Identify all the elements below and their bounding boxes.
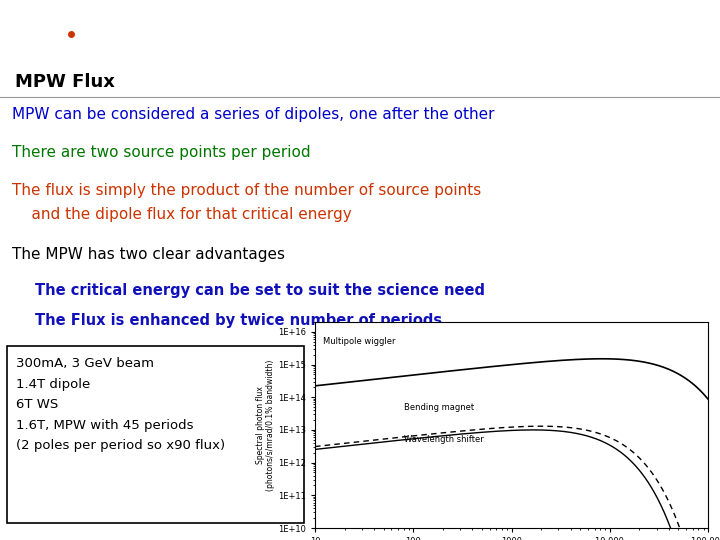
Y-axis label: Spectral photon flux
(photons/s/mrad/0.1% bandwidth): Spectral photon flux (photons/s/mrad/0.1… (256, 359, 275, 491)
Text: The Flux is enhanced by twice number of periods: The Flux is enhanced by twice number of … (35, 313, 442, 328)
Text: ASTeC: ASTeC (45, 22, 76, 31)
Text: 300mA, 3 GeV beam
1.4T dipole
6T WS
1.6T, MPW with 45 periods
(2 poles per perio: 300mA, 3 GeV beam 1.4T dipole 6T WS 1.6T… (16, 357, 225, 452)
Text: and the dipole flux for that critical energy: and the dipole flux for that critical en… (12, 207, 352, 222)
Text: MPW can be considered a series of dipoles, one after the other: MPW can be considered a series of dipole… (12, 107, 495, 122)
Text: The flux is simply the product of the number of source points: The flux is simply the product of the nu… (12, 183, 481, 198)
Text: Bending magnet: Bending magnet (404, 402, 474, 411)
Text: Accelerator Science and Technology Centre: Accelerator Science and Technology Centr… (530, 23, 713, 32)
Text: Multipole wiggler: Multipole wiggler (323, 337, 395, 346)
Text: Wavelength shifter: Wavelength shifter (404, 435, 483, 444)
Text: The critical energy can be set to suit the science need: The critical energy can be set to suit t… (35, 283, 485, 298)
Text: There are two source points per period: There are two source points per period (12, 145, 310, 160)
Text: The MPW has two clear advantages: The MPW has two clear advantages (12, 247, 285, 262)
Text: MPW Flux: MPW Flux (15, 73, 115, 91)
FancyBboxPatch shape (7, 346, 304, 523)
